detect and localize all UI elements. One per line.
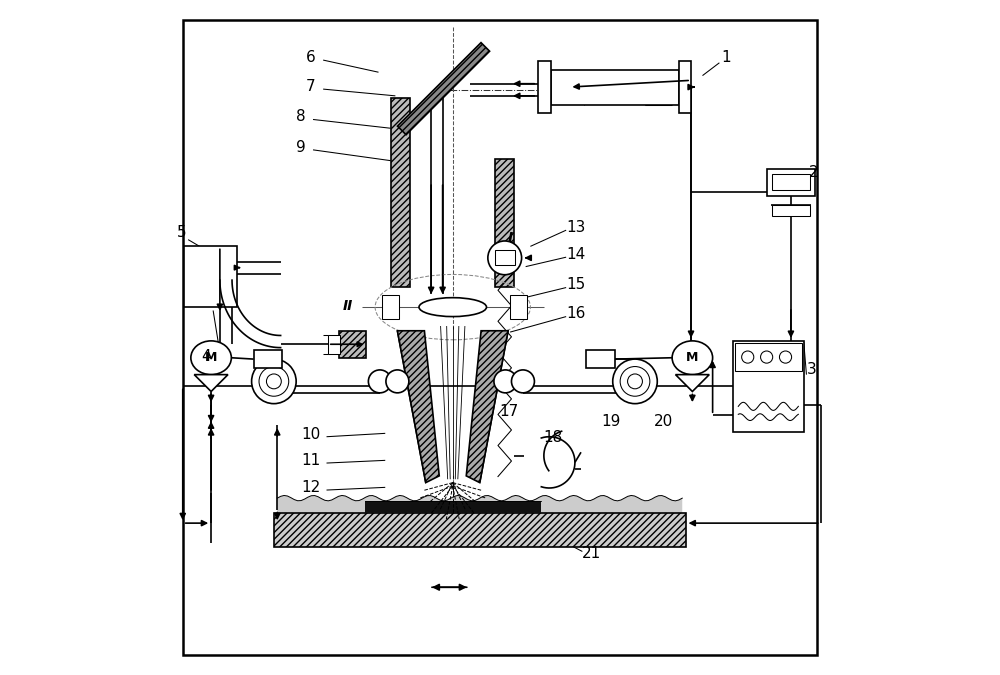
Text: 6: 6 — [306, 50, 316, 65]
Polygon shape — [676, 375, 709, 392]
Text: 7: 7 — [306, 79, 316, 94]
Polygon shape — [424, 331, 481, 476]
Bar — [382, 295, 399, 319]
Ellipse shape — [672, 341, 713, 375]
Circle shape — [494, 370, 517, 393]
Bar — [551, 70, 679, 105]
Text: 15: 15 — [567, 277, 586, 292]
Text: 14: 14 — [567, 247, 586, 262]
Text: 5: 5 — [177, 225, 186, 240]
Text: 21: 21 — [582, 546, 601, 561]
Circle shape — [742, 351, 754, 363]
Text: 1: 1 — [721, 50, 731, 65]
Text: I: I — [508, 231, 513, 244]
Ellipse shape — [191, 341, 231, 375]
Text: 3: 3 — [807, 362, 817, 377]
Circle shape — [613, 359, 657, 404]
Circle shape — [620, 367, 650, 396]
Bar — [772, 205, 810, 216]
Text: M: M — [686, 351, 699, 364]
Text: 11: 11 — [301, 453, 321, 468]
Text: 16: 16 — [567, 306, 586, 321]
Bar — [254, 350, 282, 368]
Bar — [184, 246, 237, 307]
Polygon shape — [397, 331, 439, 483]
Circle shape — [628, 374, 642, 389]
Circle shape — [368, 370, 391, 393]
Text: 17: 17 — [499, 404, 518, 419]
Circle shape — [266, 374, 281, 389]
Bar — [391, 98, 410, 287]
Polygon shape — [466, 331, 508, 483]
Bar — [735, 343, 802, 371]
Bar — [495, 159, 514, 287]
Text: 8: 8 — [296, 109, 306, 124]
Ellipse shape — [419, 298, 486, 317]
Text: II: II — [343, 299, 353, 313]
Bar — [767, 169, 815, 196]
Text: 4: 4 — [202, 349, 211, 364]
Bar — [274, 513, 686, 547]
Text: 10: 10 — [301, 427, 321, 441]
Text: 19: 19 — [602, 414, 621, 429]
Text: 9: 9 — [296, 140, 306, 155]
Text: 20: 20 — [654, 414, 673, 429]
Bar — [772, 174, 810, 190]
Circle shape — [259, 367, 289, 396]
Text: 18: 18 — [543, 430, 562, 445]
Circle shape — [386, 370, 409, 393]
Bar — [679, 61, 691, 113]
Bar — [328, 335, 340, 354]
Circle shape — [761, 351, 773, 363]
Circle shape — [252, 359, 296, 404]
Bar — [339, 331, 366, 358]
Text: 13: 13 — [567, 220, 586, 235]
Bar — [495, 250, 515, 265]
Bar — [586, 350, 615, 368]
Polygon shape — [194, 375, 228, 392]
Text: 2: 2 — [809, 165, 819, 180]
Circle shape — [488, 241, 522, 275]
Bar — [733, 341, 804, 432]
Text: 12: 12 — [301, 480, 321, 495]
Circle shape — [779, 351, 792, 363]
Bar — [538, 61, 551, 113]
Polygon shape — [397, 43, 490, 135]
Circle shape — [511, 370, 534, 393]
Bar — [510, 295, 527, 319]
Text: M: M — [205, 351, 217, 364]
